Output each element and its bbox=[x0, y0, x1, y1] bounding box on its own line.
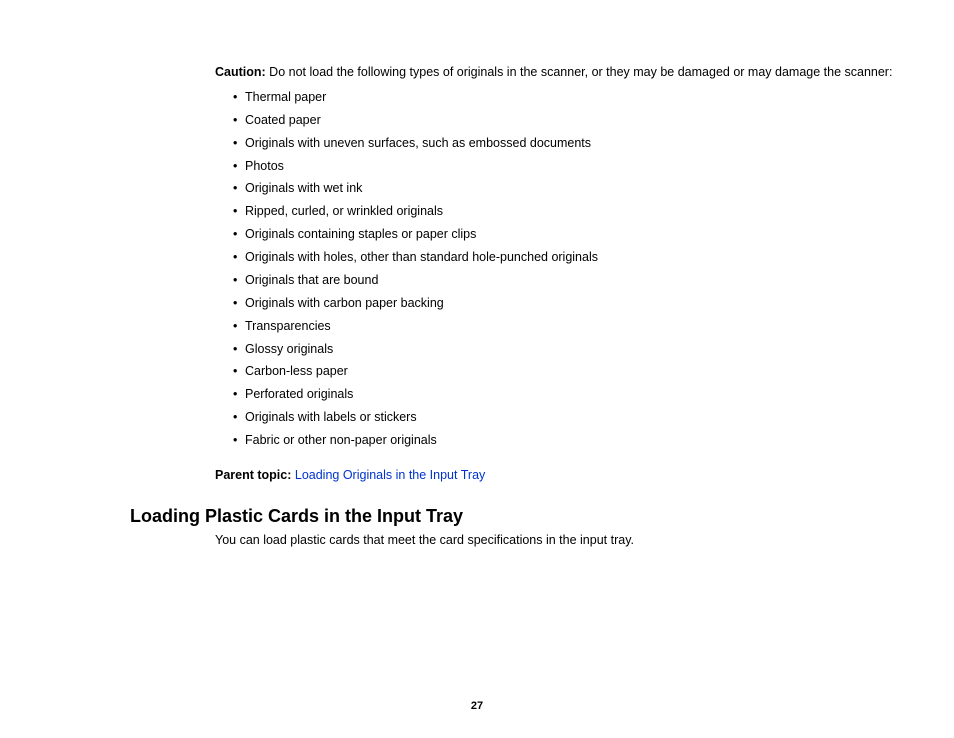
list-item: Originals with labels or stickers bbox=[233, 409, 894, 426]
section-heading: Loading Plastic Cards in the Input Tray bbox=[130, 506, 894, 527]
parent-topic-row: Parent topic: Loading Originals in the I… bbox=[215, 467, 894, 484]
caution-list: Thermal paper Coated paper Originals wit… bbox=[215, 89, 894, 449]
list-item: Originals with holes, other than standar… bbox=[233, 249, 894, 266]
caution-label: Caution: bbox=[215, 65, 266, 79]
page-content: Caution: Do not load the following types… bbox=[0, 0, 954, 547]
list-item: Originals with carbon paper backing bbox=[233, 295, 894, 312]
list-item: Thermal paper bbox=[233, 89, 894, 106]
list-item: Originals that are bound bbox=[233, 272, 894, 289]
list-item: Ripped, curled, or wrinkled originals bbox=[233, 203, 894, 220]
list-item: Photos bbox=[233, 158, 894, 175]
caution-text: Do not load the following types of origi… bbox=[266, 65, 893, 79]
list-item: Perforated originals bbox=[233, 386, 894, 403]
parent-topic-link[interactable]: Loading Originals in the Input Tray bbox=[295, 468, 485, 482]
page-number: 27 bbox=[0, 700, 954, 712]
list-item: Carbon-less paper bbox=[233, 363, 894, 380]
list-item: Transparencies bbox=[233, 318, 894, 335]
list-item: Fabric or other non-paper originals bbox=[233, 432, 894, 449]
parent-topic-label: Parent topic: bbox=[215, 468, 295, 482]
list-item: Originals containing staples or paper cl… bbox=[233, 226, 894, 243]
list-item: Originals with uneven surfaces, such as … bbox=[233, 135, 894, 152]
list-item: Coated paper bbox=[233, 112, 894, 129]
list-item: Originals with wet ink bbox=[233, 180, 894, 197]
list-item: Glossy originals bbox=[233, 341, 894, 358]
caution-block: Caution: Do not load the following types… bbox=[215, 64, 894, 484]
section-body: You can load plastic cards that meet the… bbox=[215, 533, 894, 547]
